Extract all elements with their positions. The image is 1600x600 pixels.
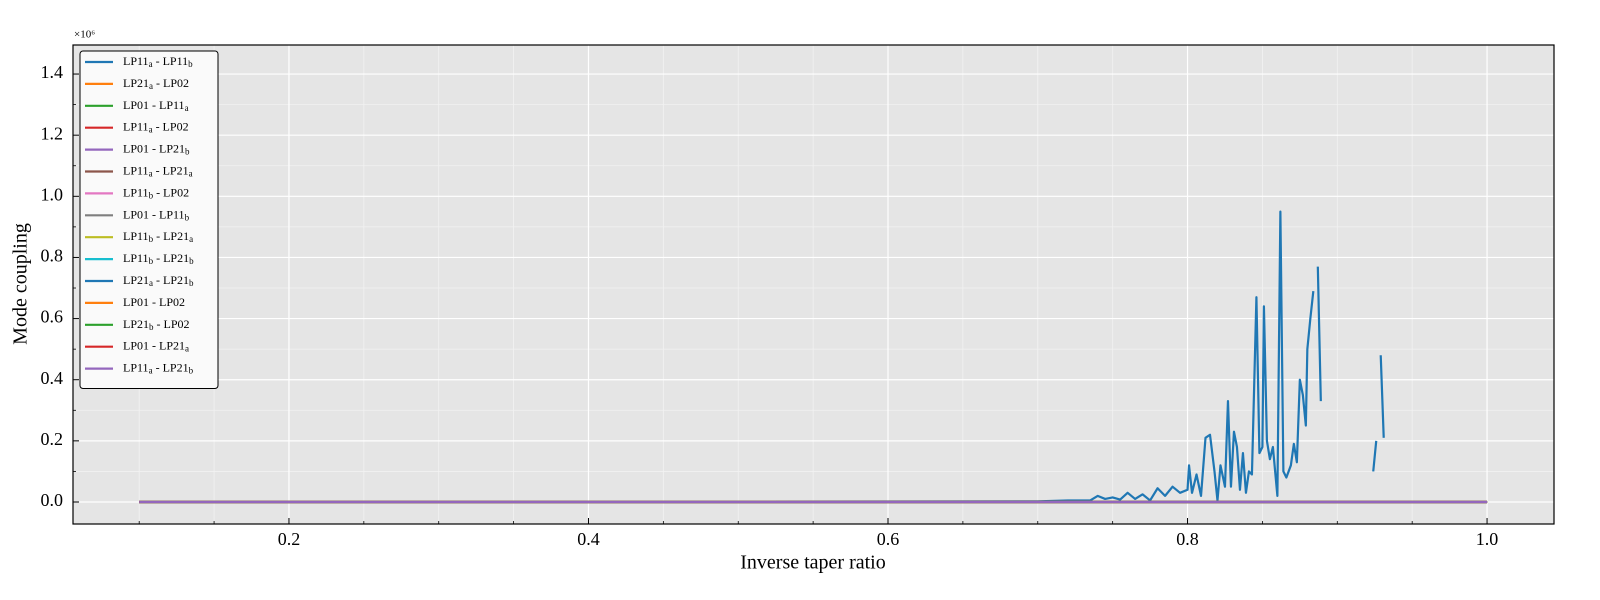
legend-label: LP11a - LP11b — [123, 54, 193, 69]
x-tick-label: 0.6 — [877, 529, 900, 549]
x-tick-label: 0.2 — [278, 529, 301, 549]
y-tick-label: 0.6 — [41, 307, 64, 327]
y-tick-label: 1.2 — [41, 123, 64, 143]
y-offset-label: ×10⁶ — [74, 29, 95, 41]
x-tick-label: 1.0 — [1476, 529, 1499, 549]
y-tick-label: 1.0 — [41, 184, 64, 204]
legend-box — [79, 50, 219, 389]
legend-label: LP01 - LP11a — [123, 98, 189, 113]
y-tick-label: 0.2 — [41, 429, 64, 449]
y-axis-label: Mode coupling — [10, 223, 32, 345]
legend-label: LP01 - LP02 — [123, 295, 185, 309]
legend-label: LP11b - LP02 — [123, 185, 189, 200]
legend-label: LP11a - LP21b — [123, 360, 194, 375]
legend-label: LP11b - LP21b — [123, 251, 194, 266]
legend-label: LP01 - LP11b — [123, 207, 190, 222]
legend-label: LP11b - LP21a — [123, 229, 193, 244]
legend-label: LP11a - LP02 — [123, 119, 189, 134]
y-tick-label: 0.0 — [41, 490, 64, 510]
legend-label: LP11a - LP21a — [123, 163, 193, 178]
legend-label: LP21a - LP02 — [123, 76, 189, 91]
x-axis-label: Inverse taper ratio — [740, 552, 885, 574]
x-tick-label: 0.4 — [577, 529, 600, 549]
legend-label: LP01 - LP21b — [123, 141, 190, 156]
y-tick-label: 0.4 — [41, 368, 64, 388]
series-line — [139, 210, 1385, 504]
legend-label: LP01 - LP21a — [123, 338, 189, 353]
x-tick-label: 0.8 — [1176, 529, 1199, 549]
y-tick-label: 1.4 — [41, 62, 64, 82]
legend-label: LP21a - LP21b — [123, 273, 194, 288]
y-tick-label: 0.8 — [41, 246, 64, 266]
legend-label: LP21b - LP02 — [123, 317, 190, 332]
